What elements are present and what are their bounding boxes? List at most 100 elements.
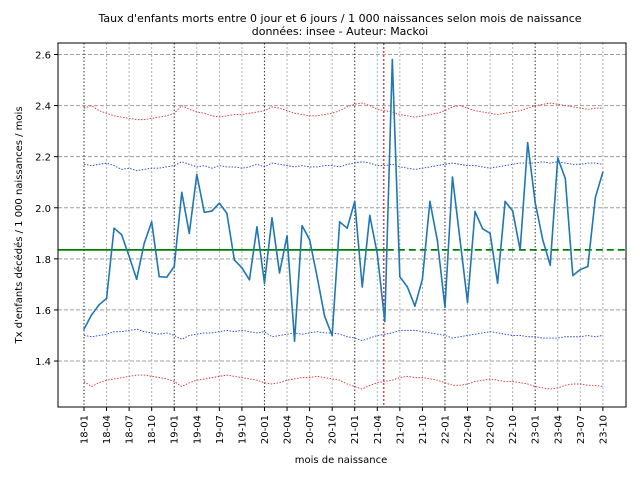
data-point — [83, 328, 85, 330]
data-point — [519, 249, 521, 251]
data-point — [248, 278, 251, 281]
data-point — [308, 238, 311, 241]
plot-frame — [57, 42, 627, 408]
data-point — [549, 264, 552, 267]
data-point — [301, 224, 303, 227]
x-tick-label: 19-10 — [237, 415, 248, 444]
data-point — [436, 240, 439, 242]
data-point — [534, 201, 536, 204]
data-point — [444, 306, 446, 309]
data-point — [481, 227, 484, 230]
x-tick-label: 21-04 — [373, 415, 384, 444]
data-point — [271, 217, 273, 219]
data-point — [466, 301, 469, 304]
x-tick-label: 22-07 — [486, 415, 497, 444]
data-point — [594, 196, 597, 199]
data-point — [143, 242, 145, 245]
data-point — [278, 272, 281, 274]
chart-subtitle: données: insee - Auteur: Mackoi — [252, 25, 429, 38]
data-point — [496, 282, 499, 284]
data-point — [572, 274, 574, 277]
data-point — [504, 200, 506, 203]
x-tick-label: 19-07 — [215, 415, 226, 444]
x-tick-label: 18-10 — [147, 415, 158, 444]
x-tick-label: 20-01 — [260, 415, 271, 444]
data-point — [203, 211, 206, 214]
data-point — [196, 173, 198, 176]
data-point — [602, 171, 604, 173]
data-point — [579, 268, 582, 271]
data-point — [331, 334, 333, 337]
data-point — [451, 176, 454, 178]
outer-lower-band — [83, 374, 603, 390]
inner-upper-band — [83, 161, 603, 172]
data-point — [98, 304, 100, 306]
data-point — [113, 227, 115, 229]
data-point — [135, 278, 138, 281]
x-tick-label: 23-10 — [598, 415, 609, 444]
x-tick-label: 19-01 — [170, 415, 181, 444]
x-tick-label: 18-01 — [80, 415, 91, 444]
data-point — [474, 210, 476, 213]
data-point — [241, 266, 243, 269]
data-point — [158, 275, 160, 278]
inner-lower-band — [83, 328, 603, 342]
data-point — [188, 232, 191, 235]
data-point — [263, 282, 266, 284]
data-point — [293, 340, 296, 342]
data-point — [256, 226, 258, 228]
outer-upper-band — [83, 102, 603, 121]
data-point — [338, 221, 341, 223]
x-tick-label: 22-01 — [440, 415, 451, 444]
y-tick-label: 1.4 — [35, 357, 51, 368]
data-point — [120, 233, 123, 236]
data-point — [414, 305, 416, 307]
data-point — [556, 157, 559, 159]
data-point — [541, 238, 544, 241]
main-series — [83, 58, 604, 342]
y-tick-label: 2.6 — [35, 50, 51, 61]
data-point — [128, 255, 130, 258]
x-tick-label: 21-01 — [350, 415, 361, 444]
x-tick-label: 18-07 — [125, 415, 136, 444]
data-point — [361, 286, 364, 288]
data-point — [376, 252, 379, 255]
x-tick-label: 23-04 — [553, 415, 564, 444]
data-point — [526, 141, 529, 144]
data-point — [353, 200, 356, 203]
x-axis-label: mois de naissance — [295, 455, 388, 466]
x-tick-label: 20-10 — [328, 415, 339, 444]
data-point — [564, 177, 567, 180]
data-point — [316, 275, 318, 278]
chart-title: Taux d'enfants morts entre 0 jour et 6 j… — [97, 12, 581, 25]
reference-lines — [58, 43, 626, 407]
y-axis-label: Tx d'enfants décédés / 1 000 naissances … — [13, 106, 25, 344]
x-tick-label: 23-07 — [576, 415, 587, 444]
main-series-line — [83, 58, 604, 342]
x-tick-label: 22-04 — [463, 415, 474, 444]
x-tick-label: 23-01 — [531, 415, 542, 444]
data-point — [406, 286, 409, 288]
data-point — [511, 210, 514, 212]
data-point — [429, 200, 431, 203]
data-point — [165, 276, 168, 279]
y-tick-label: 2.2 — [35, 153, 51, 164]
x-tick-label: 21-07 — [395, 415, 406, 444]
data-point — [391, 58, 394, 61]
y-tick-label: 1.8 — [35, 255, 51, 266]
data-point — [180, 191, 183, 194]
data-point — [384, 320, 386, 323]
data-point — [323, 315, 326, 318]
y-tick-label: 2.4 — [35, 102, 51, 113]
data-point — [587, 265, 589, 268]
x-axis-ticks: 18-01 18-04 18-07 18-10 19-01 19-04 19-07 19-10… — [80, 407, 609, 444]
x-tick-label: 18-04 — [102, 415, 113, 444]
data-point — [489, 232, 491, 235]
control-bands — [83, 102, 603, 390]
y-tick-label: 2.0 — [35, 204, 51, 215]
data-point — [346, 227, 349, 229]
x-tick-label: 20-07 — [305, 415, 316, 444]
data-point — [399, 275, 401, 278]
